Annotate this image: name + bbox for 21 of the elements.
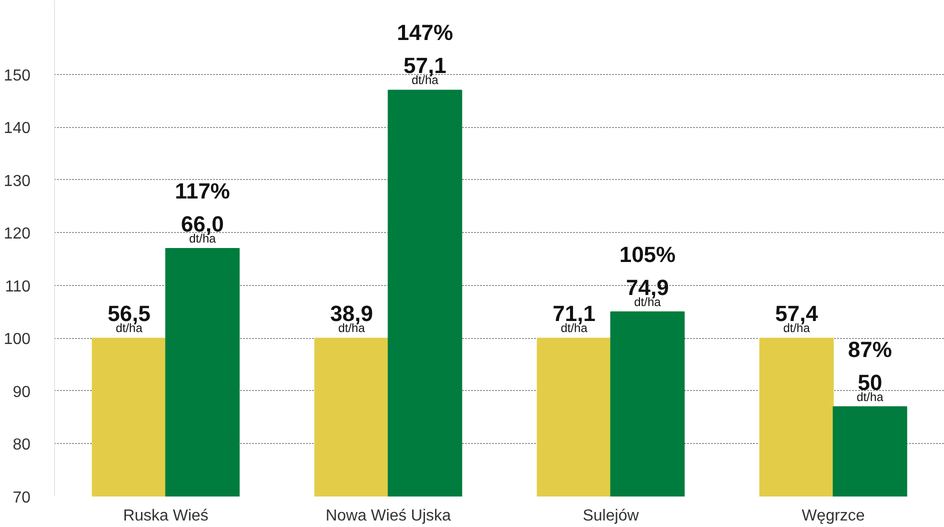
y-tick-label: 110 [4, 278, 31, 296]
x-tick-label: Ruska Wieś [123, 508, 208, 524]
annotation: 57,4 dt/ha [775, 301, 819, 336]
x-tick-label: Nowa Wieś Ujska [326, 508, 452, 524]
y-tick-label: 100 [4, 331, 31, 348]
annotation: 38,9 dt/ha [330, 301, 373, 336]
annotation: 56,5 dt/ha [108, 301, 150, 336]
annotation: 71,1 dt/ha [552, 301, 596, 336]
y-tick-label: 140 [4, 120, 31, 138]
data-label: 105% 74,9 dt/ha [619, 242, 676, 309]
y-tick-label: 130 [4, 172, 31, 190]
y-tick-label: 80 [12, 436, 31, 454]
y-tick-label: 90 [12, 384, 31, 401]
data-label: 117% 66,0 dt/ha [174, 178, 230, 246]
x-tick-label: Sulejów [582, 508, 640, 524]
y-tick-label: 150 [4, 67, 31, 84]
x-tick-label: Węgrzce [802, 508, 865, 524]
data-label: 87% 50 dt/ha [848, 336, 892, 404]
y-tick-label: 70 [12, 490, 31, 506]
y-tick-label: 120 [4, 226, 31, 243]
data-label: 147% 57,1 dt/ha [396, 20, 454, 88]
